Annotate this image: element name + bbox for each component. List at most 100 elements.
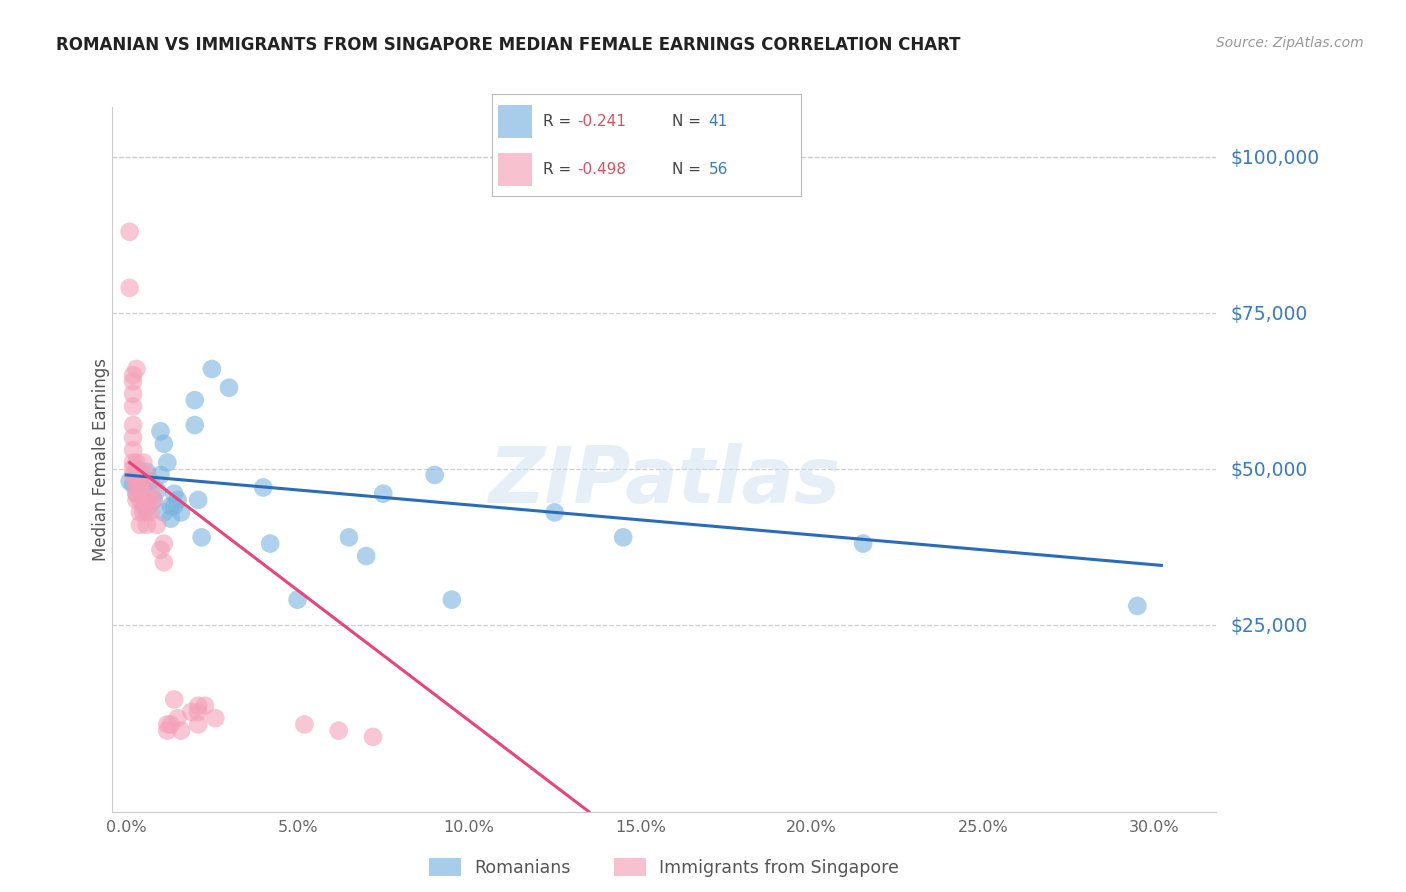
Point	[252, 480, 274, 494]
Point	[129, 467, 152, 482]
Point	[129, 517, 152, 532]
Point	[159, 499, 181, 513]
Point	[142, 480, 165, 494]
Point	[132, 455, 155, 469]
Point	[373, 486, 395, 500]
Point	[122, 400, 145, 414]
Text: -0.241: -0.241	[578, 114, 626, 128]
Point	[159, 511, 181, 525]
Point	[170, 723, 193, 738]
Point	[156, 717, 179, 731]
Text: R =: R =	[543, 114, 576, 128]
Point	[187, 717, 209, 731]
Text: -0.498: -0.498	[578, 162, 626, 178]
Point	[287, 592, 309, 607]
Point	[125, 492, 148, 507]
Point	[153, 437, 176, 451]
Point	[118, 474, 141, 488]
Text: 56: 56	[709, 162, 728, 178]
Point	[187, 698, 209, 713]
Point	[328, 723, 350, 738]
Point	[122, 431, 145, 445]
Point	[118, 225, 141, 239]
Point	[163, 692, 186, 706]
Point	[180, 705, 202, 719]
Point	[153, 536, 176, 550]
Point	[184, 418, 207, 433]
Point	[166, 711, 188, 725]
Point	[122, 467, 145, 482]
Point	[135, 465, 157, 479]
Text: 41: 41	[709, 114, 728, 128]
Point	[440, 592, 463, 607]
Point	[132, 505, 155, 519]
Text: ROMANIAN VS IMMIGRANTS FROM SINGAPORE MEDIAN FEMALE EARNINGS CORRELATION CHART: ROMANIAN VS IMMIGRANTS FROM SINGAPORE ME…	[56, 36, 960, 54]
Point	[354, 549, 377, 563]
Point	[170, 505, 193, 519]
Point	[129, 474, 152, 488]
Text: N =: N =	[672, 162, 706, 178]
Point	[122, 418, 145, 433]
Point	[129, 492, 152, 507]
Point	[132, 499, 155, 513]
Point	[139, 492, 162, 507]
Point	[122, 375, 145, 389]
Point	[125, 461, 148, 475]
Point	[146, 517, 169, 532]
Point	[852, 536, 875, 550]
Point	[187, 705, 209, 719]
Point	[612, 530, 634, 544]
Point	[139, 505, 162, 519]
Point	[135, 502, 157, 516]
Point	[153, 555, 176, 569]
Point	[259, 536, 281, 550]
Point	[125, 467, 148, 482]
Point	[149, 467, 172, 482]
Point	[122, 443, 145, 458]
Point	[149, 425, 172, 439]
Point	[129, 480, 152, 494]
Point	[142, 492, 165, 507]
Point	[543, 505, 565, 519]
Point	[125, 474, 148, 488]
Text: N =: N =	[672, 114, 706, 128]
Text: R =: R =	[543, 162, 576, 178]
Point	[337, 530, 360, 544]
Point	[139, 474, 162, 488]
Point	[125, 480, 148, 494]
Point	[1126, 599, 1149, 613]
Point	[122, 477, 145, 491]
Y-axis label: Median Female Earnings: Median Female Earnings	[93, 358, 110, 561]
Point	[159, 717, 181, 731]
Bar	[498, 105, 533, 137]
Point	[361, 730, 384, 744]
Text: ZIPatlas: ZIPatlas	[488, 442, 841, 518]
Text: Source: ZipAtlas.com: Source: ZipAtlas.com	[1216, 36, 1364, 50]
Bar	[498, 153, 533, 186]
Point	[135, 517, 157, 532]
Point	[125, 486, 148, 500]
Point	[142, 492, 165, 507]
Point	[146, 483, 169, 498]
Point	[184, 393, 207, 408]
Point	[125, 455, 148, 469]
Point	[201, 362, 224, 376]
Point	[163, 486, 186, 500]
Point	[423, 467, 446, 482]
Legend: Romanians, Immigrants from Singapore: Romanians, Immigrants from Singapore	[422, 852, 907, 884]
Point	[118, 281, 141, 295]
Point	[122, 461, 145, 475]
Point	[135, 467, 157, 482]
Point	[153, 505, 176, 519]
Point	[163, 499, 186, 513]
Point	[156, 455, 179, 469]
Point	[132, 480, 155, 494]
Point	[204, 711, 226, 725]
Point	[122, 387, 145, 401]
Point	[218, 381, 240, 395]
Point	[294, 717, 316, 731]
Point	[149, 542, 172, 557]
Point	[122, 455, 145, 469]
Point	[125, 362, 148, 376]
Point	[135, 492, 157, 507]
